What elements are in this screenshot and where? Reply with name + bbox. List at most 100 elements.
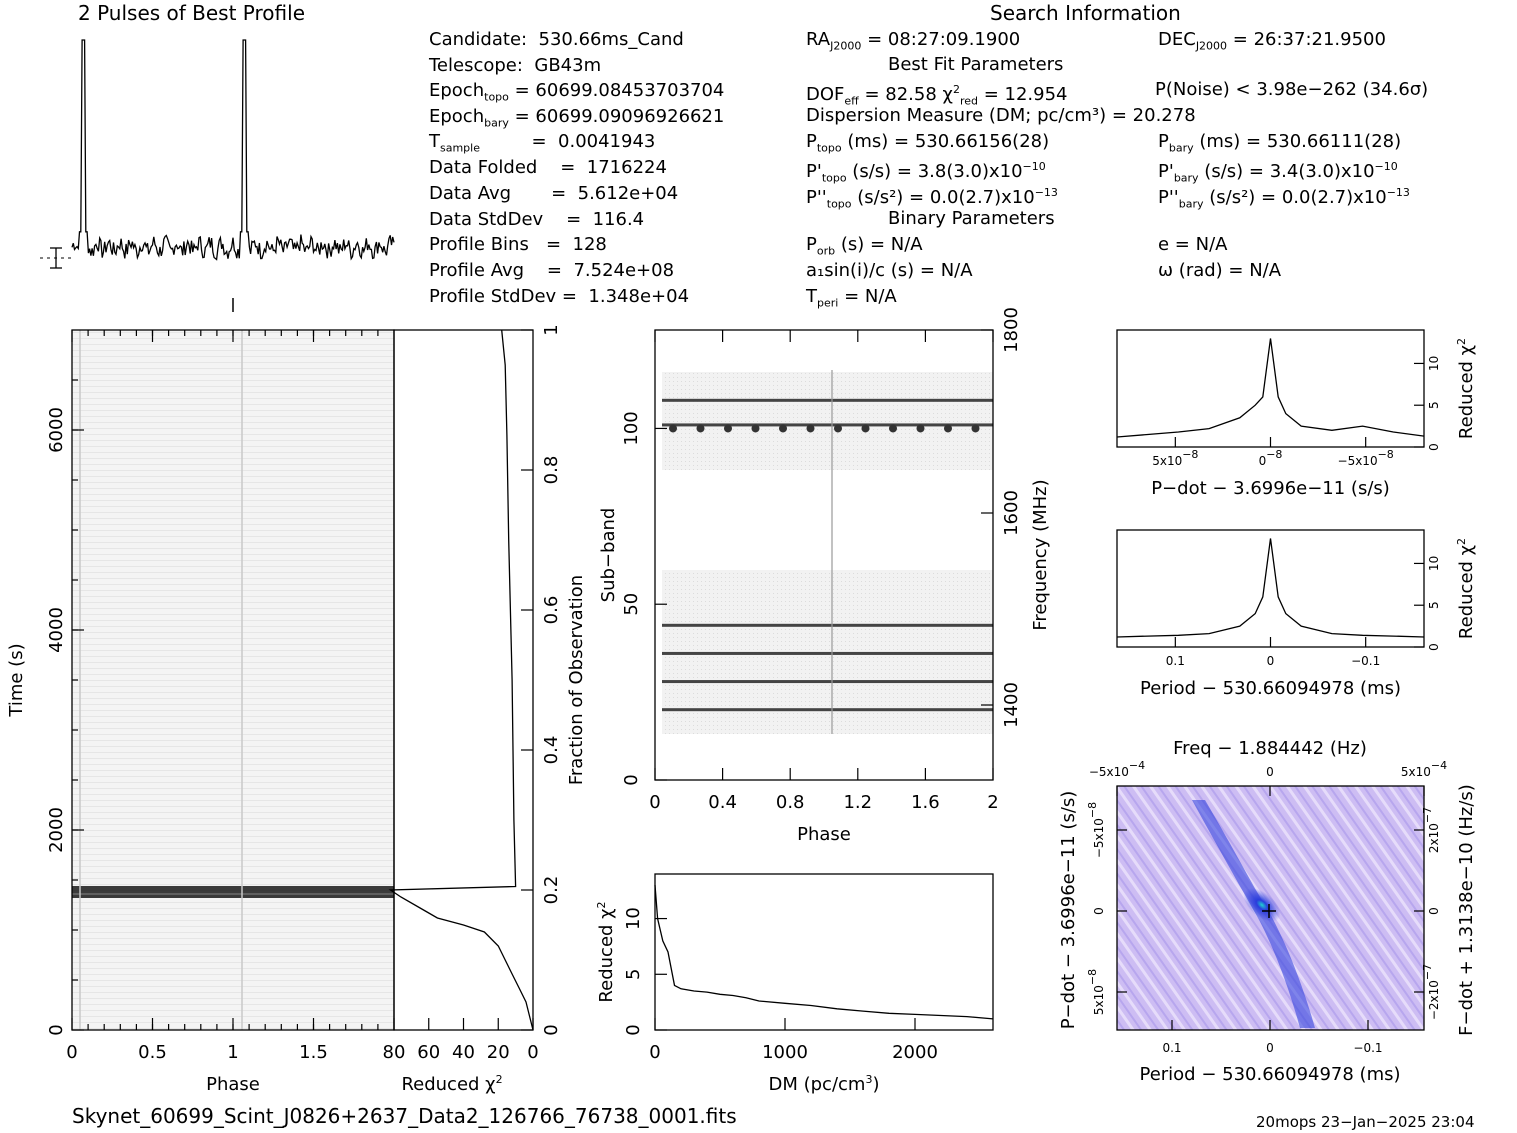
pdot-line <box>1116 338 1425 438</box>
tick-label: 0.8 <box>541 456 562 485</box>
axis-label: Period − 530.66094978 (ms) <box>1140 678 1401 699</box>
pdbary-line: P'bary (s/s) = 3.4(3.0)x10−10 <box>1158 160 1398 185</box>
pbary-line: Pbary (ms) = 530.66111(28) <box>1158 131 1402 155</box>
tick-label: 0 <box>649 1042 660 1063</box>
tick-label: 0 <box>623 1024 644 1035</box>
tick-label: 2000 <box>46 807 67 853</box>
tick-label: 0.8 <box>776 792 805 813</box>
a1-line: a₁sin(i)/c (s) = N/A <box>806 260 973 281</box>
subband-pulse <box>696 424 705 433</box>
tick-label: 0.2 <box>541 876 562 905</box>
tick-label: 5x10−4 <box>1401 759 1447 779</box>
chi2-fraction-plot: 80 60 40 20 00 0.2 0.4 0.6 0.8 1 Reduced χ2 Fractio… <box>383 324 587 1095</box>
ppdot-plot: Freq − 1.884442 (Hz) 0.1 0 −0.1 −5x10−4 0 5x10… <box>1058 738 1477 1085</box>
tick-label: 0 <box>66 1042 77 1063</box>
axis-label: Reduced χ2 <box>595 901 617 1002</box>
search-info-title: Search Information <box>990 1 1181 25</box>
axis-label: F−dot + 1.3138e−10 (Hz/s) <box>1456 784 1477 1036</box>
omega-line: ω (rad) = N/A <box>1158 260 1282 281</box>
axis-label: P−dot − 3.6996e−11 (s/s) <box>1151 478 1390 499</box>
tick-label: 5x10−8 <box>1086 969 1106 1015</box>
dm-line <box>654 885 994 1020</box>
info-left-row: Data StdDev = 116.4 <box>429 209 645 230</box>
tick-label: 0 <box>1427 443 1441 451</box>
info-left-row: Profile Avg = 7.524e+08 <box>429 260 675 281</box>
tick-label: −5x10−8 <box>1086 802 1106 858</box>
tick-label: 10 <box>623 907 644 930</box>
binary-heading: Binary Parameters <box>888 208 1055 229</box>
subband-pulse <box>916 424 925 433</box>
subband-row <box>662 680 993 684</box>
tick-label: 0.1 <box>1162 1041 1181 1055</box>
porb-line: Porb (s) = N/A <box>806 234 923 258</box>
tick-label: 0 <box>1267 654 1275 668</box>
profile-plot <box>40 39 395 312</box>
tick-label: −0.1 <box>1353 1041 1382 1055</box>
tick-label: 5 <box>623 969 644 980</box>
subband-pulse <box>806 424 815 433</box>
tick-label: 5 <box>1427 601 1441 609</box>
pdot-plot: 5x10−8 0−8 −5x10−8 0 5 10 P−dot − 3.6996e−11 (… <box>1116 329 1477 499</box>
footer-filename: Skynet_60699_Scint_J0826+2637_Data2_1267… <box>72 1104 737 1128</box>
tick-label: 1.2 <box>843 792 872 813</box>
tick-label: −0.1 <box>1351 654 1380 668</box>
axis-label: Phase <box>206 1074 260 1095</box>
tick-label: 2 <box>987 792 998 813</box>
dm-plot: 0 1000 2000 0 5 10 DM (pc/cm3) Reduced χ2 <box>595 873 994 1095</box>
tick-label: 0 <box>527 1042 538 1063</box>
subband-pulse <box>724 424 732 433</box>
subband-pulse <box>751 424 760 433</box>
subband-pulse <box>889 424 897 433</box>
tick-label: 0 <box>1266 765 1274 779</box>
axis-label: Sub−band <box>598 508 619 603</box>
dof-line: DOFeff = 82.58 χ2red = 12.954 <box>806 83 1068 108</box>
subband-row <box>662 651 993 655</box>
tick-label: −5x10−4 <box>1089 759 1145 779</box>
subband-pulse <box>861 424 870 433</box>
info-left-row: Profile StdDev = 1.348e+04 <box>429 286 690 307</box>
subband-row <box>662 623 993 627</box>
axis-label: Period − 530.66094978 (ms) <box>1139 1064 1400 1085</box>
tick-label: 0 <box>1092 907 1106 915</box>
tick-label: 60 <box>417 1042 440 1063</box>
tick-label: 0.6 <box>541 596 562 625</box>
axis-label: Phase <box>797 824 851 845</box>
tick-label: 5 <box>1427 401 1441 409</box>
best-fit-heading: Best Fit Parameters <box>888 54 1064 75</box>
pddbary-line: P''bary (s/s²) = 0.0(2.7)x10−13 <box>1158 186 1410 211</box>
subband-pulse <box>944 424 952 433</box>
tick-label: 0 <box>649 792 660 813</box>
tick-label: 2x10−7 <box>1421 807 1441 853</box>
tick-label: 0−8 <box>1259 448 1283 468</box>
subband-pulse <box>669 424 677 433</box>
tick-label: −2x10−7 <box>1421 964 1441 1020</box>
tick-label: 100 <box>621 411 642 445</box>
profile-line <box>71 39 395 261</box>
tick-label: 4000 <box>46 607 67 653</box>
tick-label: 1000 <box>762 1042 808 1063</box>
profile-errorbar <box>40 247 72 269</box>
axis-label: Frequency (MHz) <box>1030 479 1051 630</box>
axis-label: Reduced χ2 <box>1455 338 1477 439</box>
info-left-row: Epochtopo = 60699.08453703704 <box>429 80 725 104</box>
profile-title: 2 Pulses of Best Profile <box>78 1 305 25</box>
period-line <box>1116 538 1425 638</box>
info-left-row: Data Folded = 1716224 <box>429 157 667 178</box>
pddtopo-line: P''topo (s/s²) = 0.0(2.7)x10−13 <box>806 186 1058 211</box>
subband-pulse <box>779 424 787 433</box>
tick-label: 0 <box>1427 643 1441 651</box>
tick-label: 0.1 <box>1166 654 1185 668</box>
axis-label: Freq − 1.884442 (Hz) <box>1173 738 1367 759</box>
info-left-row: Candidate: 530.66ms_Cand <box>429 29 684 50</box>
axis-label: Reduced χ2 <box>401 1073 502 1095</box>
info-left-row: Profile Bins = 128 <box>429 234 607 255</box>
dec-line: DECJ2000 = 26:37:21.9500 <box>1158 29 1386 53</box>
tick-label: 6000 <box>46 407 67 453</box>
tick-label: 1400 <box>1001 682 1022 728</box>
tick-label: 1600 <box>1001 490 1022 536</box>
tick-label: 0 <box>541 1024 562 1035</box>
info-left-row: Data Avg = 5.612e+04 <box>429 183 679 204</box>
tick-label: −5x10−8 <box>1338 448 1394 468</box>
tick-label: 10 <box>1427 356 1441 371</box>
